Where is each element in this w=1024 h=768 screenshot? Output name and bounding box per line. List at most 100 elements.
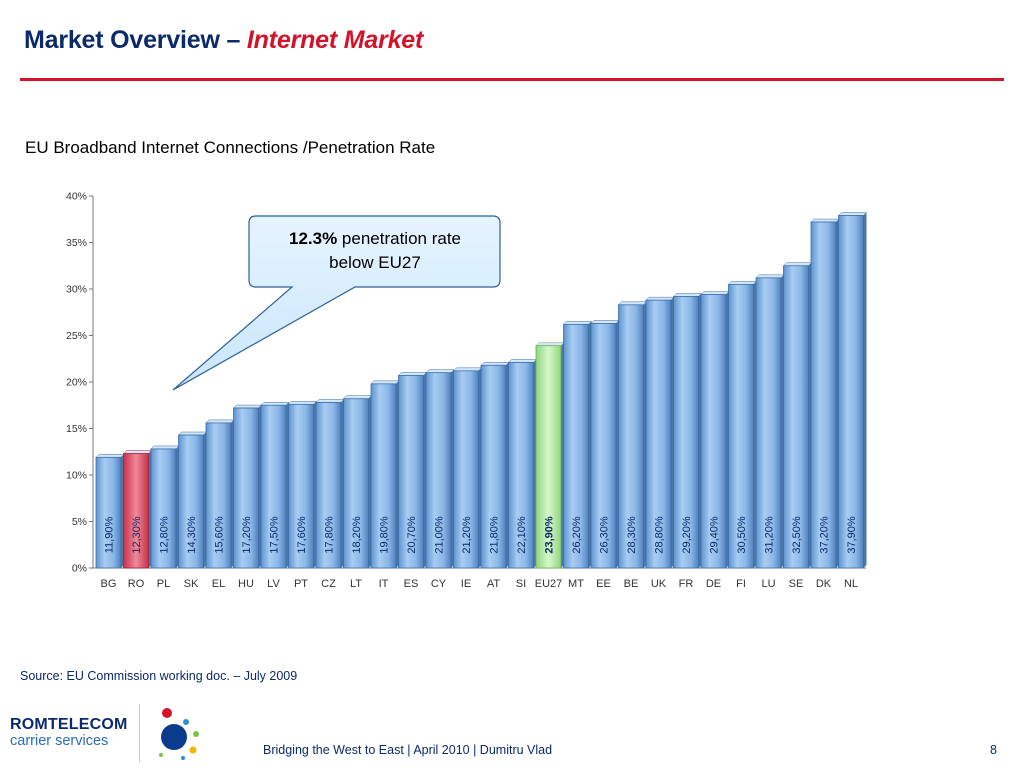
bar-hu xyxy=(233,407,259,569)
bar-group: 11,90% 12,30% 12,80% 14,30% 15,60% 17,20% 17,5… xyxy=(95,212,868,569)
x-tick-label: AT xyxy=(487,578,501,590)
bar-de xyxy=(700,294,727,569)
y-tick-label: 5% xyxy=(72,516,87,528)
y-tick-label: 10% xyxy=(66,470,87,482)
value-label: 11,90% xyxy=(104,517,116,554)
bar-top xyxy=(342,395,373,399)
bar-top xyxy=(95,454,125,458)
bar-top xyxy=(645,296,675,301)
value-label: 21,20% xyxy=(461,516,473,554)
value-label: 12,80% xyxy=(159,516,171,554)
x-tick-label: BE xyxy=(624,578,639,590)
bar-top xyxy=(562,321,593,325)
bar-top xyxy=(397,372,428,376)
value-label: 20,70% xyxy=(406,516,418,554)
bar-top xyxy=(617,301,648,306)
bar-pt xyxy=(288,403,314,569)
callout-bubble xyxy=(172,215,501,391)
bar-top xyxy=(232,404,263,409)
bar-top xyxy=(535,342,565,346)
x-tick-label: UK xyxy=(651,578,667,590)
x-tick-label: ES xyxy=(404,578,419,590)
value-label: 17,20% xyxy=(241,516,253,554)
value-label: 12,30% xyxy=(131,516,143,554)
bar-top xyxy=(425,369,455,373)
value-label: 22,10% xyxy=(516,516,528,554)
bar-nl xyxy=(838,215,864,569)
value-label: 14,30% xyxy=(186,516,198,554)
value-label: 29,40% xyxy=(709,516,721,554)
bar-top xyxy=(590,320,620,324)
value-label: 37,20% xyxy=(819,516,831,554)
bar-pl xyxy=(150,448,177,569)
bar-at xyxy=(480,364,507,569)
y-tick-label: 25% xyxy=(66,330,87,342)
value-label: 30,50% xyxy=(736,516,748,554)
bar-dk xyxy=(810,221,837,569)
value-label: 26,30% xyxy=(599,516,611,554)
bar-lv xyxy=(260,404,287,569)
bar-cy xyxy=(425,372,452,569)
x-tick-label: SE xyxy=(789,578,804,590)
bar-top xyxy=(287,401,318,405)
x-tick-label: FI xyxy=(736,578,746,590)
x-tick-label: EU27 xyxy=(535,578,563,590)
bar-top xyxy=(507,359,538,363)
bar-el xyxy=(205,422,232,569)
x-tick-label: RO xyxy=(128,578,145,590)
y-tick-label: 35% xyxy=(66,237,87,249)
bar-si xyxy=(508,362,534,569)
y-tick-label: 0% xyxy=(72,563,87,575)
x-tick-label: MT xyxy=(568,578,584,590)
x-tick-label: BG xyxy=(101,578,117,590)
bar-top xyxy=(727,281,758,285)
x-tick-label: FR xyxy=(679,578,694,590)
bar-top xyxy=(177,431,208,436)
footer-text: Bridging the West to East | April 2010 |… xyxy=(263,743,553,757)
x-tick-label: SI xyxy=(516,578,526,590)
x-tick-label: IE xyxy=(461,578,471,590)
company-logo: ROMTELECOM carrier services xyxy=(10,716,128,749)
bar-ee xyxy=(590,323,617,569)
bar-chart: 0% 5% 10% 15% 20% 25% 30% 35% 40% 11,90% 12,30% 12… xyxy=(66,191,868,590)
bar-top xyxy=(205,419,235,424)
y-tick-label: 20% xyxy=(66,377,87,389)
logo-mark-icon xyxy=(159,708,199,760)
page-title: Market Overview – Internet Market xyxy=(24,26,423,55)
bar-top xyxy=(700,291,730,295)
x-tick-label: LT xyxy=(350,578,362,590)
value-label: 31,20% xyxy=(764,516,776,554)
chart-subtitle: EU Broadband Internet Connections /Penet… xyxy=(25,138,436,157)
bar-top xyxy=(150,445,180,450)
bar-ro xyxy=(123,453,149,569)
bar-be xyxy=(618,304,644,569)
x-tick-label: CZ xyxy=(321,578,336,590)
callout-value: 12.3% xyxy=(288,229,338,248)
bar-cz xyxy=(315,402,342,569)
bar-sk xyxy=(178,434,204,569)
bar-uk xyxy=(645,299,672,569)
x-tick-label: LU xyxy=(761,578,775,590)
bar-mt xyxy=(563,323,589,569)
x-label-group: BG RO PL SK EL HU LV PT CZ LT IT ES CY IE AT SI EU27 MT EE… xyxy=(101,578,858,590)
bar-top xyxy=(755,274,785,279)
bar-fr xyxy=(673,296,699,569)
page-number: 8 xyxy=(990,743,997,757)
bar-fi xyxy=(728,283,754,569)
logo-line1: ROMTELECOM xyxy=(10,716,128,733)
bar-top xyxy=(782,262,813,266)
bar-top xyxy=(672,293,703,297)
value-label: 26,20% xyxy=(571,516,583,554)
bar-es xyxy=(398,375,424,569)
value-label: 21,00% xyxy=(434,516,446,554)
y-tick-label: 15% xyxy=(66,423,87,435)
bar-depth xyxy=(863,212,867,568)
logo-divider xyxy=(139,704,140,762)
callout-line2: below EU27 xyxy=(329,253,421,272)
y-tick-group: 0% 5% 10% 15% 20% 25% 30% 35% 40% xyxy=(66,191,93,575)
value-label: 28,80% xyxy=(654,516,666,554)
bar-top xyxy=(315,399,345,403)
x-tick-label: NL xyxy=(844,578,858,590)
bar-it xyxy=(370,383,397,569)
callout-text: 12.3% penetration rate below EU27 xyxy=(255,227,495,275)
